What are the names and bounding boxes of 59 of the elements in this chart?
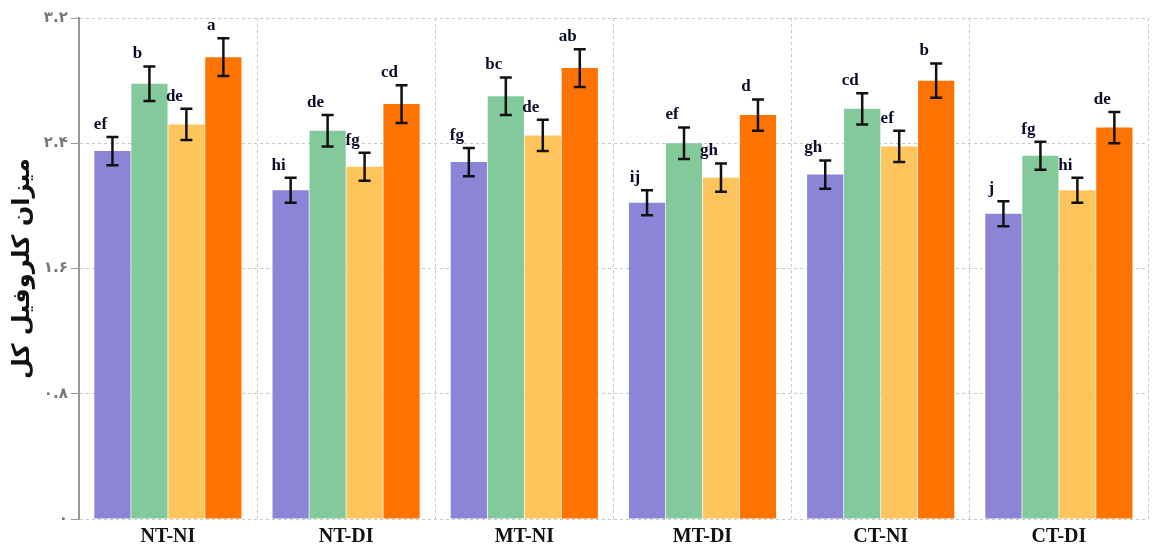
bar: [1022, 155, 1059, 519]
bar: [309, 130, 346, 519]
x-tick-label: CT-NI: [853, 524, 909, 547]
data-label: cd: [841, 70, 860, 90]
bar: [1059, 190, 1096, 519]
y-tick-label: ۱.۶: [43, 258, 68, 277]
bar: [985, 213, 1022, 519]
y-tick-label: ۳.۲: [43, 7, 68, 26]
data-label: cd: [381, 62, 399, 82]
data-label: d: [741, 76, 752, 96]
x-tick-label: NT-DI: [318, 524, 374, 547]
data-label: ef: [93, 113, 108, 133]
data-label: hi: [271, 154, 286, 174]
data-label: fg: [449, 124, 465, 144]
bar: [1096, 127, 1133, 519]
x-tick-label: MT-DI: [672, 524, 733, 547]
bar: [628, 202, 666, 519]
data-label: b: [919, 40, 929, 60]
bar: [168, 124, 205, 519]
x-tick-label: NT-NI: [140, 524, 196, 547]
bar: [702, 177, 740, 519]
y-tick-label: ۰.۸: [43, 383, 68, 402]
data-label: ef: [665, 104, 679, 124]
bar: [450, 162, 487, 519]
bar: [272, 190, 309, 519]
bar: [881, 146, 918, 519]
bar: [844, 108, 881, 519]
bar: [94, 151, 131, 519]
data-label: b: [132, 43, 143, 63]
x-tick-label: MT-NI: [494, 524, 555, 547]
bar: [131, 83, 168, 519]
data-label: de: [1093, 88, 1112, 108]
bar: [346, 166, 383, 519]
data-label: a: [207, 15, 217, 35]
data-label: gh: [804, 137, 823, 157]
data-label: gh: [700, 140, 719, 160]
data-label: fg: [345, 129, 361, 149]
bar: [524, 135, 561, 519]
y-axis-title: میزان کلروفیل کل: [6, 158, 35, 379]
data-label: de: [307, 91, 325, 111]
bar: [383, 104, 420, 519]
bar: [807, 174, 844, 519]
x-tick-label: CT-DI: [1031, 524, 1087, 547]
bar: [487, 96, 524, 519]
y-tick-label: ۲.۴: [43, 133, 68, 152]
data-label: de: [522, 96, 540, 116]
data-label: ij: [629, 167, 641, 187]
bar: [561, 68, 598, 519]
data-label: ef: [880, 107, 895, 127]
y-tick-label: ۰: [58, 508, 68, 527]
data-label: ab: [558, 26, 577, 46]
data-label: hi: [1058, 154, 1073, 174]
data-label: fg: [1021, 118, 1036, 138]
bar: [739, 115, 777, 519]
data-label: bc: [485, 54, 503, 74]
bar: [205, 57, 242, 519]
data-label: j: [987, 178, 995, 198]
bar: [918, 80, 955, 519]
data-label: de: [165, 85, 184, 105]
